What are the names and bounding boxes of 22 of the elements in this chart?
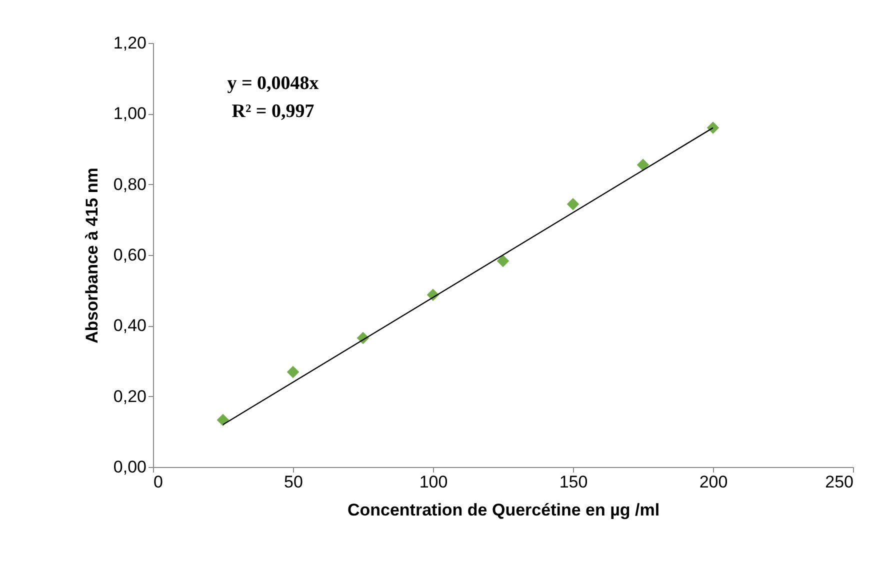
point — [286, 366, 300, 378]
point — [216, 414, 230, 426]
point — [566, 198, 580, 210]
annotation: R² = 0,997 — [232, 101, 315, 122]
y-axis-title: Absorbance à 415 nm — [82, 168, 102, 344]
x-tick-label: 200 — [699, 472, 728, 492]
point — [636, 158, 650, 172]
x-tick-label: 250 — [825, 472, 854, 492]
point — [496, 254, 510, 268]
x-tick-label: 0 — [154, 472, 163, 492]
x-axis-title: Concentration de Quercétine en µg /ml — [347, 500, 660, 520]
y-tick-label: 0,40 — [113, 316, 146, 336]
x-tick-label: 150 — [559, 472, 588, 492]
y-tick-label: 1,00 — [113, 104, 146, 124]
x-tick-label: 100 — [419, 472, 448, 492]
annotation: y = 0,0048x — [227, 73, 320, 94]
y-tick-label: 0,00 — [113, 458, 146, 476]
y-tick-label: 0,80 — [113, 174, 146, 194]
y-tick-label: 0,60 — [113, 246, 146, 264]
x-tick-label: 50 — [284, 472, 303, 492]
y-tick-label: 1,20 — [113, 34, 146, 52]
y-tick-label: 0,20 — [113, 386, 146, 406]
